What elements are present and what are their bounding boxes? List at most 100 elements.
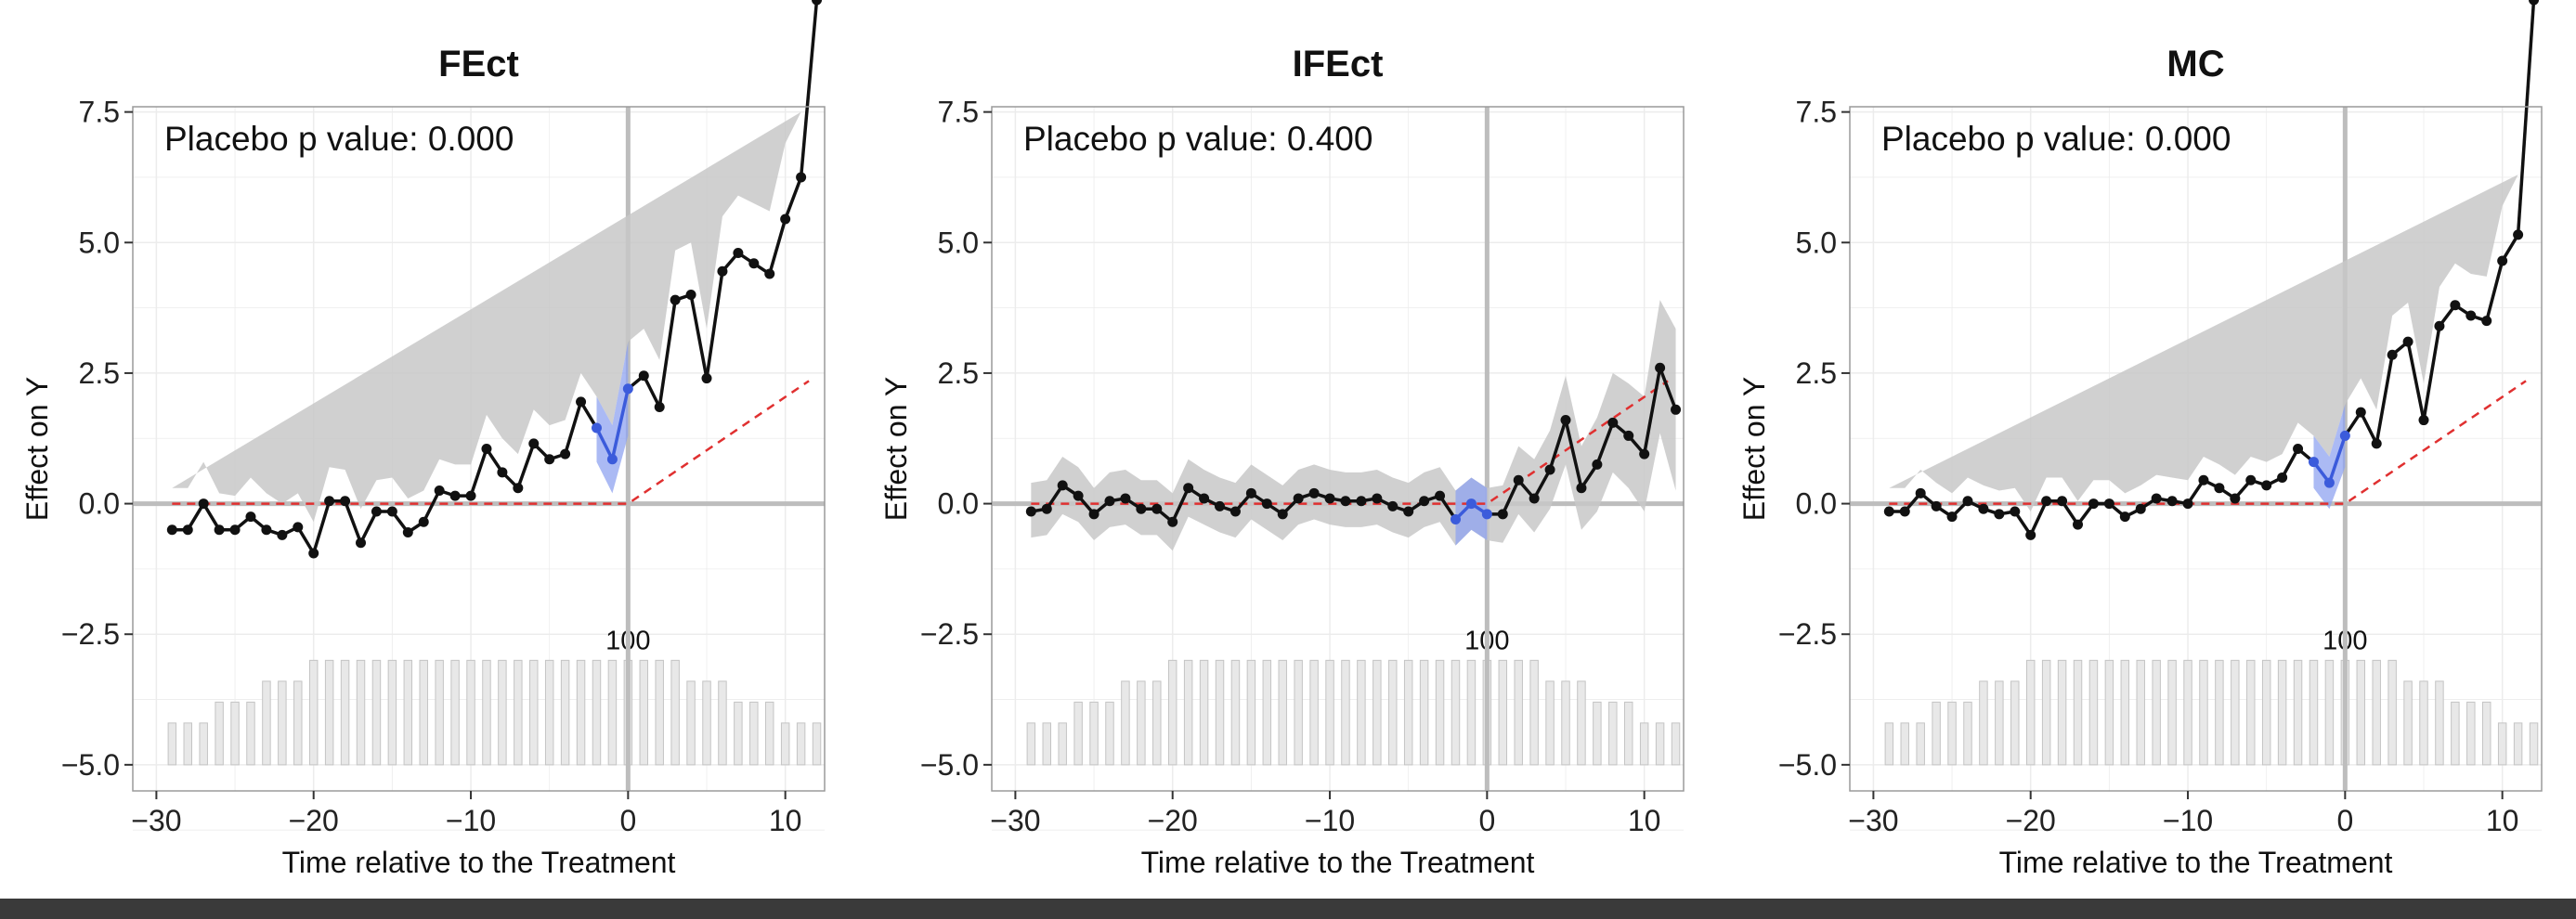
data-point [2418, 415, 2429, 426]
data-point [386, 506, 397, 517]
effect-line-segment [2359, 411, 2378, 445]
count-bar [2041, 659, 2051, 766]
count-bar [1466, 659, 1477, 766]
data-point [513, 483, 524, 494]
data-point [1607, 417, 1619, 428]
count-bar [1932, 701, 1941, 766]
effect-line-segment [1595, 421, 1615, 465]
data-point [748, 258, 760, 269]
count-bar [1514, 659, 1523, 766]
data-point [1450, 513, 1461, 524]
data-point [2103, 498, 2114, 510]
x-tick-label: −30 [131, 804, 181, 837]
x-axis: −30 −20 −10 0 10 [131, 791, 801, 837]
panel-title: MC [2166, 44, 2224, 84]
effect-line-segment [2422, 326, 2441, 421]
data-point [1962, 496, 1973, 507]
data-point [2450, 300, 2461, 311]
count-bar [215, 701, 224, 766]
data-point [1915, 487, 1926, 498]
y-tick-label: 5.0 [938, 226, 979, 259]
effect-line-segment [1548, 420, 1568, 471]
count-bar [1325, 659, 1334, 766]
count-bar [1639, 722, 1649, 766]
panel-title: IFEct [1293, 44, 1384, 84]
data-point [1245, 487, 1256, 498]
x-axis: −30 −20 −10 0 10 [990, 791, 1660, 837]
data-point [1104, 496, 1115, 507]
y-tick-label: −2.5 [1778, 617, 1837, 651]
count-bar [686, 680, 696, 766]
count-bar [670, 659, 680, 766]
data-point [340, 496, 351, 507]
count-bar [1073, 701, 1083, 766]
data-point [245, 511, 256, 523]
y-axis: −5.0 −2.5 0.0 2.5 5.0 7.5 [920, 96, 992, 782]
data-point [764, 268, 775, 279]
data-point [2088, 498, 2099, 510]
x-axis: −30 −20 −10 0 10 [1848, 791, 2518, 837]
reference-line [1031, 380, 1669, 505]
count-bar [1655, 722, 1665, 766]
data-point [1639, 448, 1650, 460]
count-bar [2324, 659, 2335, 766]
data-point [481, 444, 492, 454]
y-axis-title: Effect on Y [1737, 377, 1771, 521]
data-point [1481, 509, 1492, 520]
effect-line-segment [2406, 341, 2426, 421]
x-tick-label: 0 [2336, 804, 2353, 837]
data-point [2434, 320, 2445, 331]
data-point [1978, 503, 1989, 514]
data-point [1025, 506, 1036, 517]
effect-line-segment [2374, 354, 2394, 445]
data-point [1419, 496, 1430, 507]
confidence-band [1889, 175, 2518, 512]
data-point [591, 422, 602, 434]
data-point [166, 524, 177, 536]
y-tick-label: 7.5 [938, 96, 979, 129]
effect-line-segment [799, 0, 819, 178]
count-bar [702, 680, 711, 766]
data-point [2214, 483, 2225, 494]
count-bar [498, 659, 507, 766]
data-point [1931, 500, 1942, 511]
effect-line-segment [2281, 447, 2300, 479]
data-point [1120, 493, 1131, 504]
effect-line-segment [1171, 486, 1190, 523]
count-bar [1278, 659, 1287, 766]
plot-border [991, 106, 1685, 792]
data-point [1073, 490, 1084, 501]
x-tick-label: −20 [289, 804, 339, 837]
effect-line-segment [768, 218, 787, 275]
count-bar [199, 722, 208, 766]
data-point [1277, 509, 1288, 520]
y-tick-label: −5.0 [61, 748, 120, 782]
data-point [1592, 459, 1603, 470]
data-point [2166, 496, 2178, 507]
data-point [324, 496, 335, 507]
count-bar [246, 701, 255, 766]
data-point [1671, 404, 1682, 415]
y-axis: −5.0 −2.5 0.0 2.5 5.0 7.5 [61, 96, 133, 782]
count-bar [2152, 659, 2161, 766]
y-axis-title: Effect on Y [20, 377, 54, 521]
count-bar [387, 659, 397, 766]
count-bar [576, 659, 586, 766]
count-bar [607, 659, 618, 766]
count-bar [2057, 659, 2067, 766]
count-bar [1963, 701, 1972, 766]
effect-line-segment [1501, 479, 1520, 515]
data-point [434, 485, 445, 497]
y-tick-label: 5.0 [1796, 226, 1837, 259]
count-bar [2167, 659, 2177, 766]
data-point [402, 527, 413, 538]
data-point [449, 490, 461, 501]
y-tick-label: 5.0 [79, 226, 120, 259]
data-point [1324, 493, 1335, 504]
data-point [1136, 503, 1147, 514]
count-bar [1624, 701, 1633, 766]
placebo-p-value: Placebo p value: 0.400 [1023, 120, 1373, 158]
y-tick-label: 2.5 [1796, 356, 1837, 390]
count-bar [2293, 659, 2303, 766]
count-bar [2372, 659, 2381, 766]
